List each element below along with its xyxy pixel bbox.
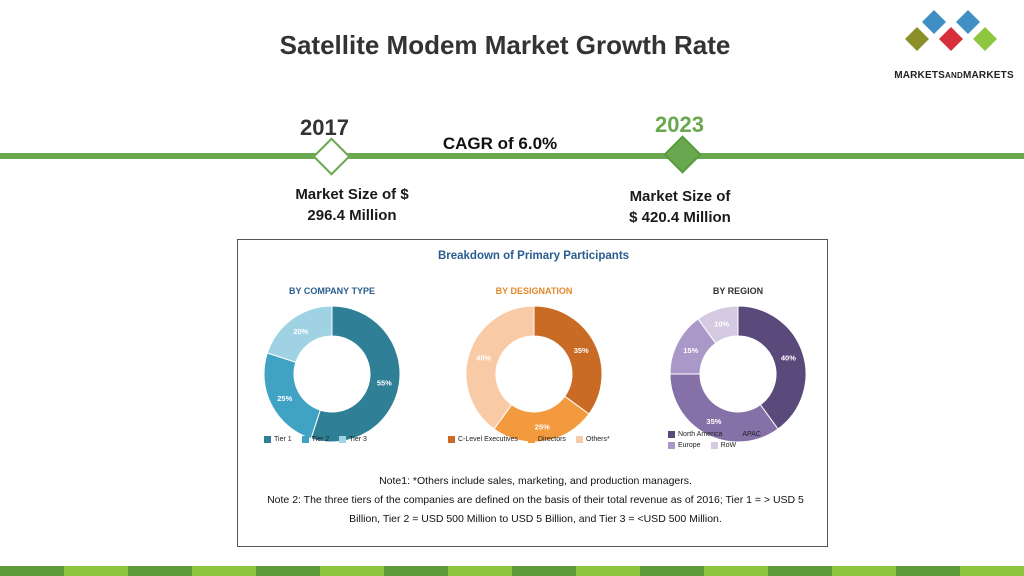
region-title: BY REGION (712, 286, 764, 296)
legend-label: APAC (742, 431, 761, 438)
end-market-size-line1: Market Size of (629, 188, 731, 205)
legend-item-tier-1: Tier 1 (264, 436, 292, 443)
legend-swatch (710, 442, 718, 449)
note-2: Note 2: The three tiers of the companies… (267, 494, 804, 525)
slice-label-tier-1: 55% (377, 378, 392, 387)
footer-segment (960, 566, 1024, 576)
company-type-donut: 55% 25% 20% (263, 305, 401, 443)
slice-label-apac: 35% (706, 417, 721, 426)
legend-label: Tier 2 (311, 436, 330, 443)
slice-label-north-america: 40% (781, 354, 796, 363)
panel-title: Breakdown of Primary Participants (437, 250, 630, 262)
footer-segment (128, 566, 192, 576)
slice-label-others: 40% (476, 354, 491, 363)
cagr-label: CAGR of 6.0% (442, 134, 558, 153)
legend-item-north-america: North America (668, 431, 722, 438)
region-legend: North America APAC Europe RoW (668, 431, 788, 449)
legend-swatch (448, 436, 455, 443)
slice-north-america (737, 305, 807, 430)
designation-donut: 35% 25% 40% (465, 305, 603, 443)
footer-segment (0, 566, 64, 576)
start-year-marker (312, 137, 351, 176)
legend-label: Directors (537, 436, 566, 443)
legend-label: RoW (720, 442, 737, 449)
legend-item-c-level-executives: C-Level Executives (448, 436, 518, 443)
markets-and-markets-logo (905, 10, 997, 51)
legend-label: Others* (585, 436, 610, 443)
legend-label: Europe (678, 442, 701, 449)
timeline-bar (0, 153, 1024, 159)
footer-segment (448, 566, 512, 576)
logo-wordmark: MARKETSANDMARKETS (894, 70, 1014, 81)
legend-swatch (732, 431, 740, 438)
notes: Note1: *Others include sales, marketing,… (258, 472, 813, 529)
legend-label: C-Level Executives (458, 436, 518, 443)
legend-swatch (264, 436, 271, 443)
footer-segment (384, 566, 448, 576)
footer-segment (896, 566, 960, 576)
slice-label-c-level-executives: 35% (574, 346, 589, 355)
end-market-size-line2: $ 420.4 Million (629, 209, 731, 226)
designation-legend: C-Level Executives Directors Others* (448, 436, 648, 443)
page-title: Satellite Modem Market Growth Rate (279, 30, 731, 60)
start-market-size-line2: 296.4 Million (307, 207, 397, 224)
legend-swatch (575, 436, 583, 443)
slice-others (465, 305, 535, 430)
legend-swatch (527, 436, 535, 443)
slice-label-directors: 25% (535, 422, 550, 431)
legend-label: North America (678, 431, 723, 438)
footer-segment (192, 566, 256, 576)
legend-item-directors: Directors (527, 436, 566, 443)
footer-segment (832, 566, 896, 576)
footer-segment (768, 566, 832, 576)
footer-segment (64, 566, 128, 576)
designation-title: BY DESIGNATION (495, 286, 573, 296)
region-donut: 40% 35% 15% 10% (669, 305, 807, 443)
legend-item-tier-2: Tier 2 (301, 436, 330, 443)
note-1: Note1: *Others include sales, marketing,… (379, 475, 692, 487)
legend-label: Tier 3 (349, 436, 367, 443)
footer-segment (640, 566, 704, 576)
legend-item-apac: APAC (732, 431, 761, 438)
footer-segment (256, 566, 320, 576)
legend-label: Tier 1 (274, 436, 292, 443)
footer-segment (576, 566, 640, 576)
legend-swatch (668, 431, 675, 438)
footer-segment (320, 566, 384, 576)
footer-segment (704, 566, 768, 576)
start-year-label: 2017 (300, 115, 349, 140)
company-type-title: BY COMPANY TYPE (288, 286, 376, 296)
slice-label-tier-2: 25% (277, 394, 292, 403)
end-year-label: 2023 (655, 112, 704, 137)
slice-c-level-executives (533, 305, 603, 415)
legend-swatch (339, 436, 347, 443)
legend-item-europe: Europe (668, 442, 701, 449)
footer-stripe (0, 566, 1024, 576)
start-market-size: Market Size of $ 296.4 Million (262, 184, 442, 226)
company-type-legend: Tier 1 Tier 2 Tier 3 (264, 436, 434, 443)
legend-swatch (301, 436, 309, 443)
legend-item-row: RoW (710, 442, 737, 449)
start-market-size-line1: Market Size of $ (295, 186, 409, 203)
end-market-size: Market Size of $ 420.4 Million (590, 186, 770, 228)
slice-apac (669, 373, 779, 443)
slice-label-europe: 15% (683, 346, 698, 355)
footer-segment (512, 566, 576, 576)
end-year-marker (663, 135, 702, 174)
slice-label-row: 10% (714, 320, 729, 329)
legend-item-others: Others* (575, 436, 610, 443)
legend-item-tier-3: Tier 3 (339, 436, 367, 443)
slice-row (697, 305, 739, 344)
slice-tier-3 (266, 305, 333, 363)
slice-label-tier-3: 20% (293, 327, 308, 336)
slice-tier-1 (310, 305, 401, 443)
primary-participants-panel: Breakdown of Primary Participants BY COM… (237, 239, 828, 547)
legend-swatch (668, 442, 675, 449)
